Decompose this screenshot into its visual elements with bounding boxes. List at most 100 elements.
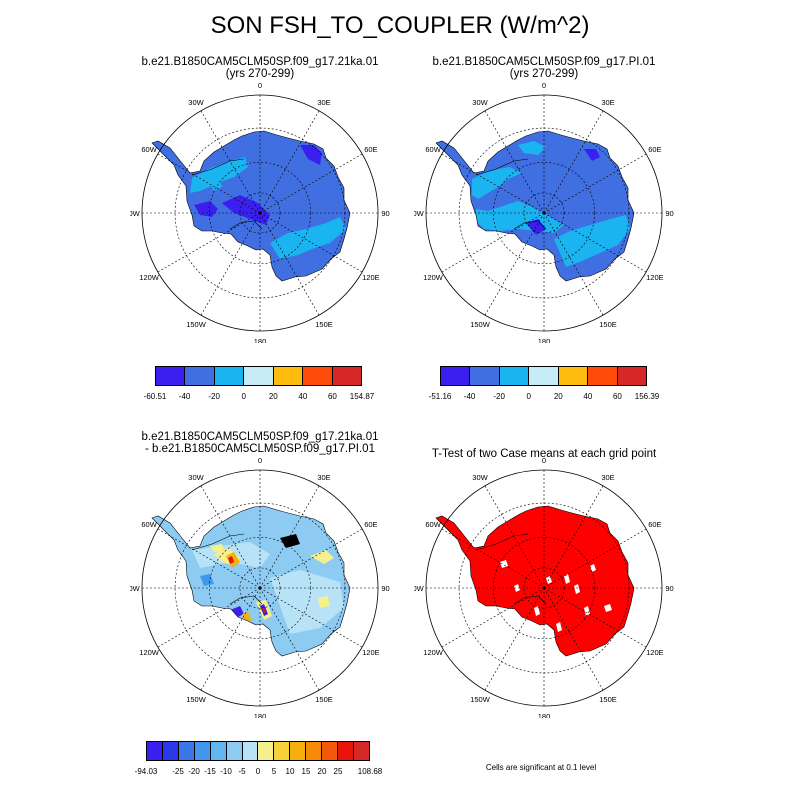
longitude-label: 90E: [381, 584, 390, 593]
polar-map-tr: 0 30E 60E 90E 120E 150E 180 150W 120W 90W 60W 30W: [414, 83, 674, 343]
colorbar-tick-label: -94.03: [134, 767, 158, 776]
colorbar-swatch: [441, 367, 471, 385]
longitude-label: 180: [254, 337, 267, 343]
colorbar-swatch: [306, 742, 323, 760]
field-patch: [228, 556, 234, 564]
longitude-label: 30W: [472, 473, 488, 482]
colorbar-swatch: [338, 742, 354, 760]
longitude-label: 90E: [665, 209, 674, 218]
longitude-label: 30E: [317, 98, 330, 107]
polar-map-bl: 0 30E 60E 90E 120E 150E 180 150W 120W 90W 60W 30W: [130, 458, 390, 718]
panel-title-br: T-Test of two Case means at each grid po…: [414, 448, 674, 460]
longitude-label: 150W: [470, 320, 491, 329]
map-panel-bl: 0 30E 60E 90E 120E 150E 180 150W 120W 90W 60W 30W: [130, 458, 390, 718]
grounding-line: [513, 220, 547, 230]
colorbar-tick-label: -10: [220, 767, 232, 776]
coastline: [435, 505, 635, 657]
longitude-label: 180: [538, 337, 551, 343]
longitude-label: 90W: [414, 209, 425, 218]
colorbar-tick-label: 40: [583, 392, 593, 401]
field-patches: [500, 560, 612, 632]
colorbar-swatch: [529, 367, 559, 385]
panel-title-line: - b.e21.B1850CAM5CLM50SP.f09_g17.PI.01: [145, 443, 375, 455]
field-patch: [280, 534, 300, 548]
map-boundary: [425, 469, 663, 707]
colorbar-tick-label: -25: [172, 767, 184, 776]
field-patch: [574, 584, 580, 594]
grounding-line: [229, 595, 263, 605]
colorbar-tick-label: 10: [285, 767, 295, 776]
field-patch: [200, 574, 214, 586]
field-patch: [546, 576, 552, 584]
longitude-label: 120E: [646, 648, 664, 657]
longitude-label: 150W: [470, 695, 491, 704]
field-patch: [554, 215, 630, 267]
map-boundary: [141, 469, 379, 707]
colorbar-swatch: [242, 742, 259, 760]
field-patch: [242, 612, 252, 622]
colorbar-tick-label: 0: [526, 392, 531, 401]
longitude-label: 30E: [601, 473, 614, 482]
panel-title-bl: b.e21.B1850CAM5CLM50SP.f09_g17.21ka.01 -…: [130, 431, 390, 455]
grounding-line: [475, 533, 529, 551]
grounding-line: [475, 158, 529, 176]
panel-title-line: (yrs 270-299): [225, 68, 295, 80]
polar-map-br: 0 30E 60E 90E 120E 150E 180 150W 120W 90W 60W 30W: [414, 458, 674, 718]
graticule: [426, 470, 662, 706]
panel-title-line: (yrs 270-299): [509, 68, 579, 80]
colorbar-tick-label: 108.68: [357, 767, 383, 776]
field-patch: [584, 606, 590, 616]
longitude-label: 120W: [423, 273, 444, 282]
figure-title: SON FSH_TO_COUPLER (W/m^2): [210, 12, 590, 39]
field-patch: [310, 550, 334, 564]
colorbar-tl: [155, 366, 362, 386]
colorbar-tick-label: 20: [553, 392, 563, 401]
colorbar-labels-tl: -60.51 -40 -20 0 20 40 60 154.87: [144, 392, 375, 404]
field-patch: [270, 570, 344, 634]
longitude-label: 150E: [315, 695, 333, 704]
colorbar-swatch: [617, 367, 646, 385]
longitude-label: 90E: [381, 209, 390, 218]
colorbar-swatch: [162, 742, 179, 760]
colorbar-swatch: [558, 367, 589, 385]
longitude-label: 60E: [364, 145, 377, 154]
colorbar-tr: [440, 366, 647, 386]
colorbar-tick-label: -15: [204, 767, 216, 776]
colorbar-swatch: [147, 742, 163, 760]
latitude-circle: [492, 536, 596, 640]
colorbar-swatch: [588, 367, 618, 385]
coastline: [435, 130, 635, 282]
colorbar-swatch: [499, 367, 530, 385]
map-boundary: [425, 94, 663, 332]
field-patch: [590, 564, 596, 572]
grounding-line: [513, 595, 547, 605]
colorbar-swatch: [214, 367, 245, 385]
field-patch: [534, 606, 540, 616]
colorbar-swatch: [303, 367, 333, 385]
colorbar-tick-label: 0: [255, 767, 261, 776]
graticule: [426, 95, 662, 331]
antarctica-land: [436, 506, 634, 656]
significance-note: Cells are significant at 0.1 level: [485, 763, 597, 772]
colorbar-tick-label: 20: [317, 767, 327, 776]
longitude-label: 150E: [599, 320, 617, 329]
field-patches: [192, 534, 344, 634]
colorbar-swatch: [194, 742, 211, 760]
colorbar-tick-label: -40: [463, 392, 476, 401]
colorbar-tick-label: 60: [327, 392, 337, 401]
colorbar-tick-label: 20: [268, 392, 278, 401]
field-patch: [262, 608, 266, 613]
panel-title-tl: b.e21.B1850CAM5CLM50SP.f09_g17.21ka.01 (…: [130, 56, 390, 80]
grounding-line: [191, 533, 245, 551]
colorbar-tick-label: -60.51: [143, 392, 167, 401]
colorbar-swatch: [290, 742, 307, 760]
colorbar-tick-label: -20: [188, 767, 200, 776]
colorbar-tick-label: 40: [298, 392, 308, 401]
colorbar-tick-label: -40: [178, 392, 191, 401]
colorbar-tick-label: 5: [271, 767, 277, 776]
colorbar-labels-tr: -51.16 -40 -20 0 20 40 60 156.39: [429, 392, 660, 404]
longitude-label: 90E: [665, 584, 674, 593]
latitude-circle: [492, 161, 596, 265]
colorbar-swatch: [274, 742, 291, 760]
field-patches: [190, 145, 346, 259]
